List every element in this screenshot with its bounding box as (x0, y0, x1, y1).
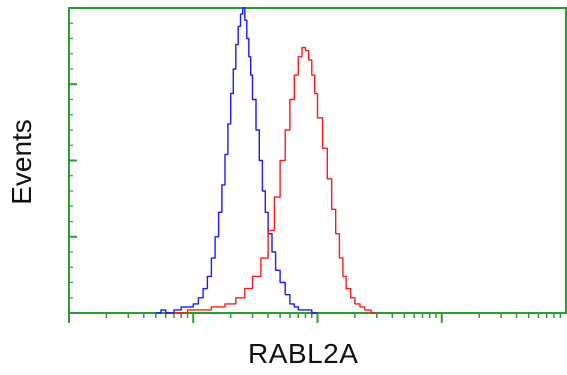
red-series-line (174, 46, 377, 314)
series-lines (155, 7, 377, 314)
y-axis-label: Events (6, 119, 37, 205)
x-axis-label: RABL2A (248, 338, 359, 369)
axis-ticks (68, 7, 562, 323)
blue-series-line (155, 7, 318, 314)
plot-border (68, 7, 567, 314)
plot-frame (68, 7, 567, 314)
